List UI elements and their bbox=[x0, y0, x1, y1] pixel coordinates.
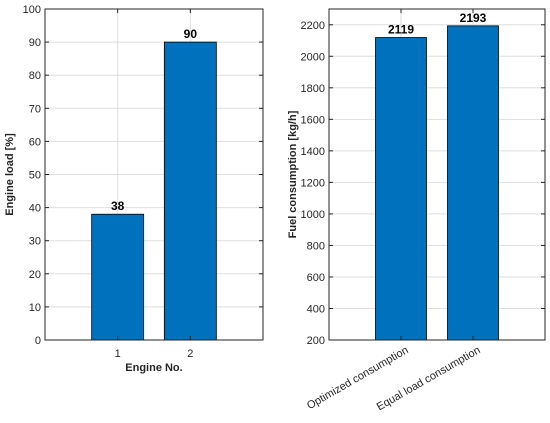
y-tick-label: 0 bbox=[35, 335, 41, 347]
axes-box bbox=[328, 8, 546, 341]
y-tick-label: 20 bbox=[29, 269, 41, 281]
y-tick-label: 400 bbox=[307, 303, 325, 315]
x-axis-label: Engine No. bbox=[125, 362, 182, 374]
y-tick-label: 50 bbox=[29, 170, 41, 182]
y-tick-label: 200 bbox=[307, 335, 325, 347]
fuel-consumption-chart: 2119 2193 200 400 600 800 1000 1200 1400 1600 1800… bbox=[287, 8, 546, 413]
bar bbox=[163, 41, 217, 341]
y-tick-label: 800 bbox=[307, 240, 325, 252]
x-tick-label: 1 bbox=[115, 348, 121, 360]
bar-value-label: 90 bbox=[184, 27, 198, 41]
y-tick-label: 30 bbox=[29, 236, 41, 248]
bar-value-label: 2119 bbox=[388, 23, 414, 37]
y-tick-label: 1800 bbox=[301, 83, 325, 95]
plot-area bbox=[329, 9, 545, 340]
y-tick-label: 100 bbox=[23, 4, 41, 16]
y-tick-label: 1000 bbox=[301, 209, 325, 221]
y-axis-label: Fuel consumption [kg/h] bbox=[287, 110, 299, 238]
x-tick-label: 2 bbox=[187, 348, 193, 360]
y-tick-label: 10 bbox=[29, 302, 41, 314]
bar bbox=[447, 25, 499, 341]
y-tick-label: 60 bbox=[29, 136, 41, 148]
y-axis-label: Engine load [%] bbox=[4, 133, 16, 216]
y-tick-label: 90 bbox=[29, 37, 41, 49]
y-tick-label: 1600 bbox=[301, 114, 325, 126]
y-tick-label: 80 bbox=[29, 70, 41, 82]
y-tick-label: 600 bbox=[307, 272, 325, 284]
y-tick-label: 70 bbox=[29, 103, 41, 115]
y-tick-label: 2000 bbox=[301, 51, 325, 63]
bar-value-label: 38 bbox=[111, 199, 125, 213]
bar bbox=[375, 37, 427, 341]
y-tick-label: 40 bbox=[29, 203, 41, 215]
engine-load-chart: 38 90 0 10 20 30 40 50 60 70 80 90 100 1 2 Engine load … bbox=[4, 4, 264, 374]
y-tick-label: 1200 bbox=[301, 177, 325, 189]
bar bbox=[91, 213, 145, 341]
y-tick-label: 1400 bbox=[301, 146, 325, 158]
y-tick-label: 2200 bbox=[301, 20, 325, 32]
bar-value-label: 2193 bbox=[460, 11, 487, 25]
